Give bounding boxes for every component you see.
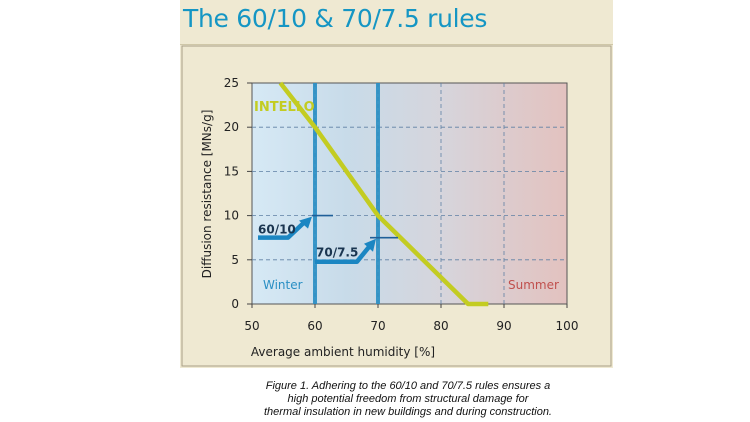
x-tick-60: 60: [307, 319, 322, 333]
y-tick-20: 20: [224, 120, 239, 134]
y-tick-25: 25: [224, 76, 239, 90]
y-tick-15: 15: [224, 164, 239, 178]
y-tick-10: 10: [224, 209, 239, 223]
figure-caption: Figure 1. Adhering to the 60/10 and 70/7…: [213, 380, 603, 419]
x-tick-50: 50: [244, 319, 259, 333]
x-tick-100: 100: [556, 319, 579, 333]
arrow-70-7-5: [315, 244, 372, 264]
y-axis-label: Diffusion resistance [MNs/g]: [200, 110, 214, 279]
series-layer: [278, 81, 489, 307]
chart: 50 60 70 80 90 100 0 5 10 15 20 25 Average ambient …: [181, 45, 612, 367]
caption-line-3: thermal insulation in new buildings and …: [263, 406, 552, 418]
outer-frame: [181, 45, 612, 367]
y-tick-0: 0: [231, 297, 239, 311]
chart-title: The 60/10 & 70/7.5 rules: [183, 4, 488, 33]
caption-line-2: high potential freedom from structural d…: [287, 393, 529, 405]
highlight-lines: [313, 83, 380, 304]
annotations: 60/10 70/7.5: [258, 214, 398, 264]
intello-line: [278, 81, 489, 307]
axis-ticks: 50 60 70 80 90 100 0 5 10 15 20 25: [224, 76, 579, 333]
caption-line-1: Figure 1. Adhering to the 60/10 and 70/7…: [265, 380, 551, 392]
y-tick-5: 5: [231, 253, 239, 267]
arrow-60-10: [258, 219, 307, 240]
arrowhead-60-10: [299, 216, 312, 229]
x-axis-label: Average ambient humidity [%]: [251, 345, 435, 359]
annotation-70-7-5: 70/7.5: [316, 246, 358, 260]
winter-label: Winter: [263, 278, 303, 292]
x-tick-80: 80: [433, 319, 448, 333]
plot-background: [251, 82, 568, 305]
series-label-intello: INTELLO: [254, 100, 315, 115]
x-tick-90: 90: [496, 319, 511, 333]
title-divider: [180, 44, 613, 45]
annotation-60-10: 60/10: [258, 223, 296, 237]
x-tick-70: 70: [370, 319, 385, 333]
arrowhead-70-7-5: [364, 238, 376, 252]
summer-label: Summer: [508, 278, 559, 292]
